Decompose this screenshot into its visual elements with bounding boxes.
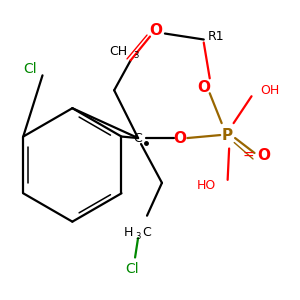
Text: O: O [257, 148, 270, 164]
Text: CH: CH [110, 45, 128, 58]
Text: Cl: Cl [125, 262, 139, 276]
Text: Cl: Cl [24, 62, 38, 76]
Text: O: O [173, 130, 186, 146]
Text: 3: 3 [133, 50, 138, 59]
Text: OH: OH [260, 84, 280, 97]
Text: C: C [134, 132, 142, 145]
Text: O: O [149, 23, 163, 38]
Text: O: O [197, 80, 210, 95]
Text: =: = [243, 149, 254, 163]
Text: C: C [142, 226, 151, 238]
Text: P: P [222, 128, 233, 142]
Text: HO: HO [196, 179, 216, 192]
Text: 3: 3 [135, 232, 141, 241]
Text: H: H [124, 226, 134, 238]
Text: R1: R1 [207, 30, 224, 43]
